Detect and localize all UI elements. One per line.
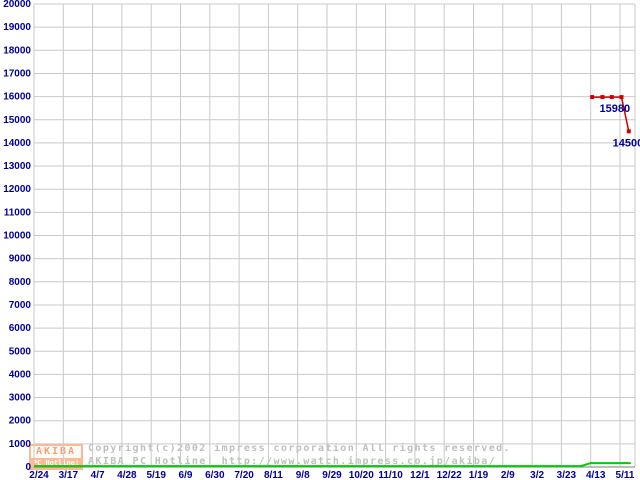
svg-text:2/9: 2/9 bbox=[501, 470, 515, 480]
svg-text:4/28: 4/28 bbox=[117, 470, 137, 480]
svg-text:8000: 8000 bbox=[9, 277, 32, 288]
gridlines bbox=[33, 3, 636, 468]
data-point-marker bbox=[590, 95, 595, 100]
svg-text:12000: 12000 bbox=[3, 184, 31, 195]
svg-text:10000: 10000 bbox=[3, 231, 31, 242]
data-labels: 15980 14500 bbox=[599, 103, 640, 149]
watermark-url-line: AKIBA PC Hotline! http://www.watch.impre… bbox=[88, 456, 497, 467]
svg-text:2000: 2000 bbox=[9, 416, 32, 427]
svg-text:12/22: 12/22 bbox=[437, 470, 462, 480]
svg-text:11000: 11000 bbox=[4, 207, 32, 218]
logo-pc-hotline-text: PC Hotline! bbox=[31, 458, 81, 468]
svg-text:8/11: 8/11 bbox=[264, 470, 283, 480]
svg-text:7/20: 7/20 bbox=[234, 470, 254, 480]
data-point-marker bbox=[619, 95, 624, 100]
svg-text:5/11: 5/11 bbox=[616, 470, 635, 480]
svg-text:9/8: 9/8 bbox=[296, 470, 310, 480]
svg-text:3/23: 3/23 bbox=[557, 470, 577, 480]
svg-text:1/19: 1/19 bbox=[469, 470, 489, 480]
svg-text:19000: 19000 bbox=[3, 22, 31, 33]
data-point-marker bbox=[626, 129, 631, 134]
svg-text:1000: 1000 bbox=[9, 439, 32, 450]
svg-text:13000: 13000 bbox=[3, 161, 31, 172]
svg-text:9/29: 9/29 bbox=[322, 470, 342, 480]
svg-text:5000: 5000 bbox=[9, 346, 32, 357]
svg-text:2/24: 2/24 bbox=[29, 470, 49, 480]
svg-text:4/13: 4/13 bbox=[586, 470, 606, 480]
series-secondary-green bbox=[34, 462, 631, 468]
data-point-marker bbox=[609, 95, 614, 100]
svg-text:7000: 7000 bbox=[9, 300, 32, 311]
svg-text:20000: 20000 bbox=[3, 0, 31, 10]
svg-text:4000: 4000 bbox=[9, 369, 32, 380]
watermark-copyright-line: Copyright(c)2002 impress corporation All… bbox=[88, 443, 511, 454]
svg-text:5/19: 5/19 bbox=[146, 470, 166, 480]
svg-text:9000: 9000 bbox=[9, 254, 32, 265]
data-label-14500: 14500 bbox=[613, 137, 640, 149]
svg-text:6/9: 6/9 bbox=[179, 470, 193, 480]
svg-text:3/2: 3/2 bbox=[530, 470, 544, 480]
x-axis-labels: 2/24 3/17 4/7 4/28 5/19 6/9 6/30 7/20 8/11 9/8 9/2… bbox=[29, 470, 635, 480]
svg-text:3/17: 3/17 bbox=[59, 470, 79, 480]
svg-text:11/10: 11/10 bbox=[378, 470, 403, 480]
logo-akiba-text: AKIBA bbox=[35, 446, 77, 457]
svg-text:17000: 17000 bbox=[3, 68, 31, 79]
svg-text:14000: 14000 bbox=[3, 138, 31, 149]
svg-text:18000: 18000 bbox=[3, 45, 31, 56]
svg-text:10/20: 10/20 bbox=[349, 470, 374, 480]
series-price-red bbox=[590, 95, 631, 134]
svg-text:6000: 6000 bbox=[9, 323, 32, 334]
svg-text:3000: 3000 bbox=[9, 393, 32, 404]
svg-text:0: 0 bbox=[25, 462, 31, 473]
data-point-marker bbox=[600, 95, 605, 100]
y-axis-labels: 0 1000 2000 3000 4000 5000 6000 7000 8000 9000 100… bbox=[3, 0, 31, 473]
data-label-15980: 15980 bbox=[599, 103, 630, 115]
svg-text:15000: 15000 bbox=[3, 115, 31, 126]
svg-text:4/7: 4/7 bbox=[91, 470, 105, 480]
svg-text:6/30: 6/30 bbox=[205, 470, 225, 480]
svg-text:16000: 16000 bbox=[3, 92, 31, 103]
svg-text:12/1: 12/1 bbox=[410, 470, 430, 480]
